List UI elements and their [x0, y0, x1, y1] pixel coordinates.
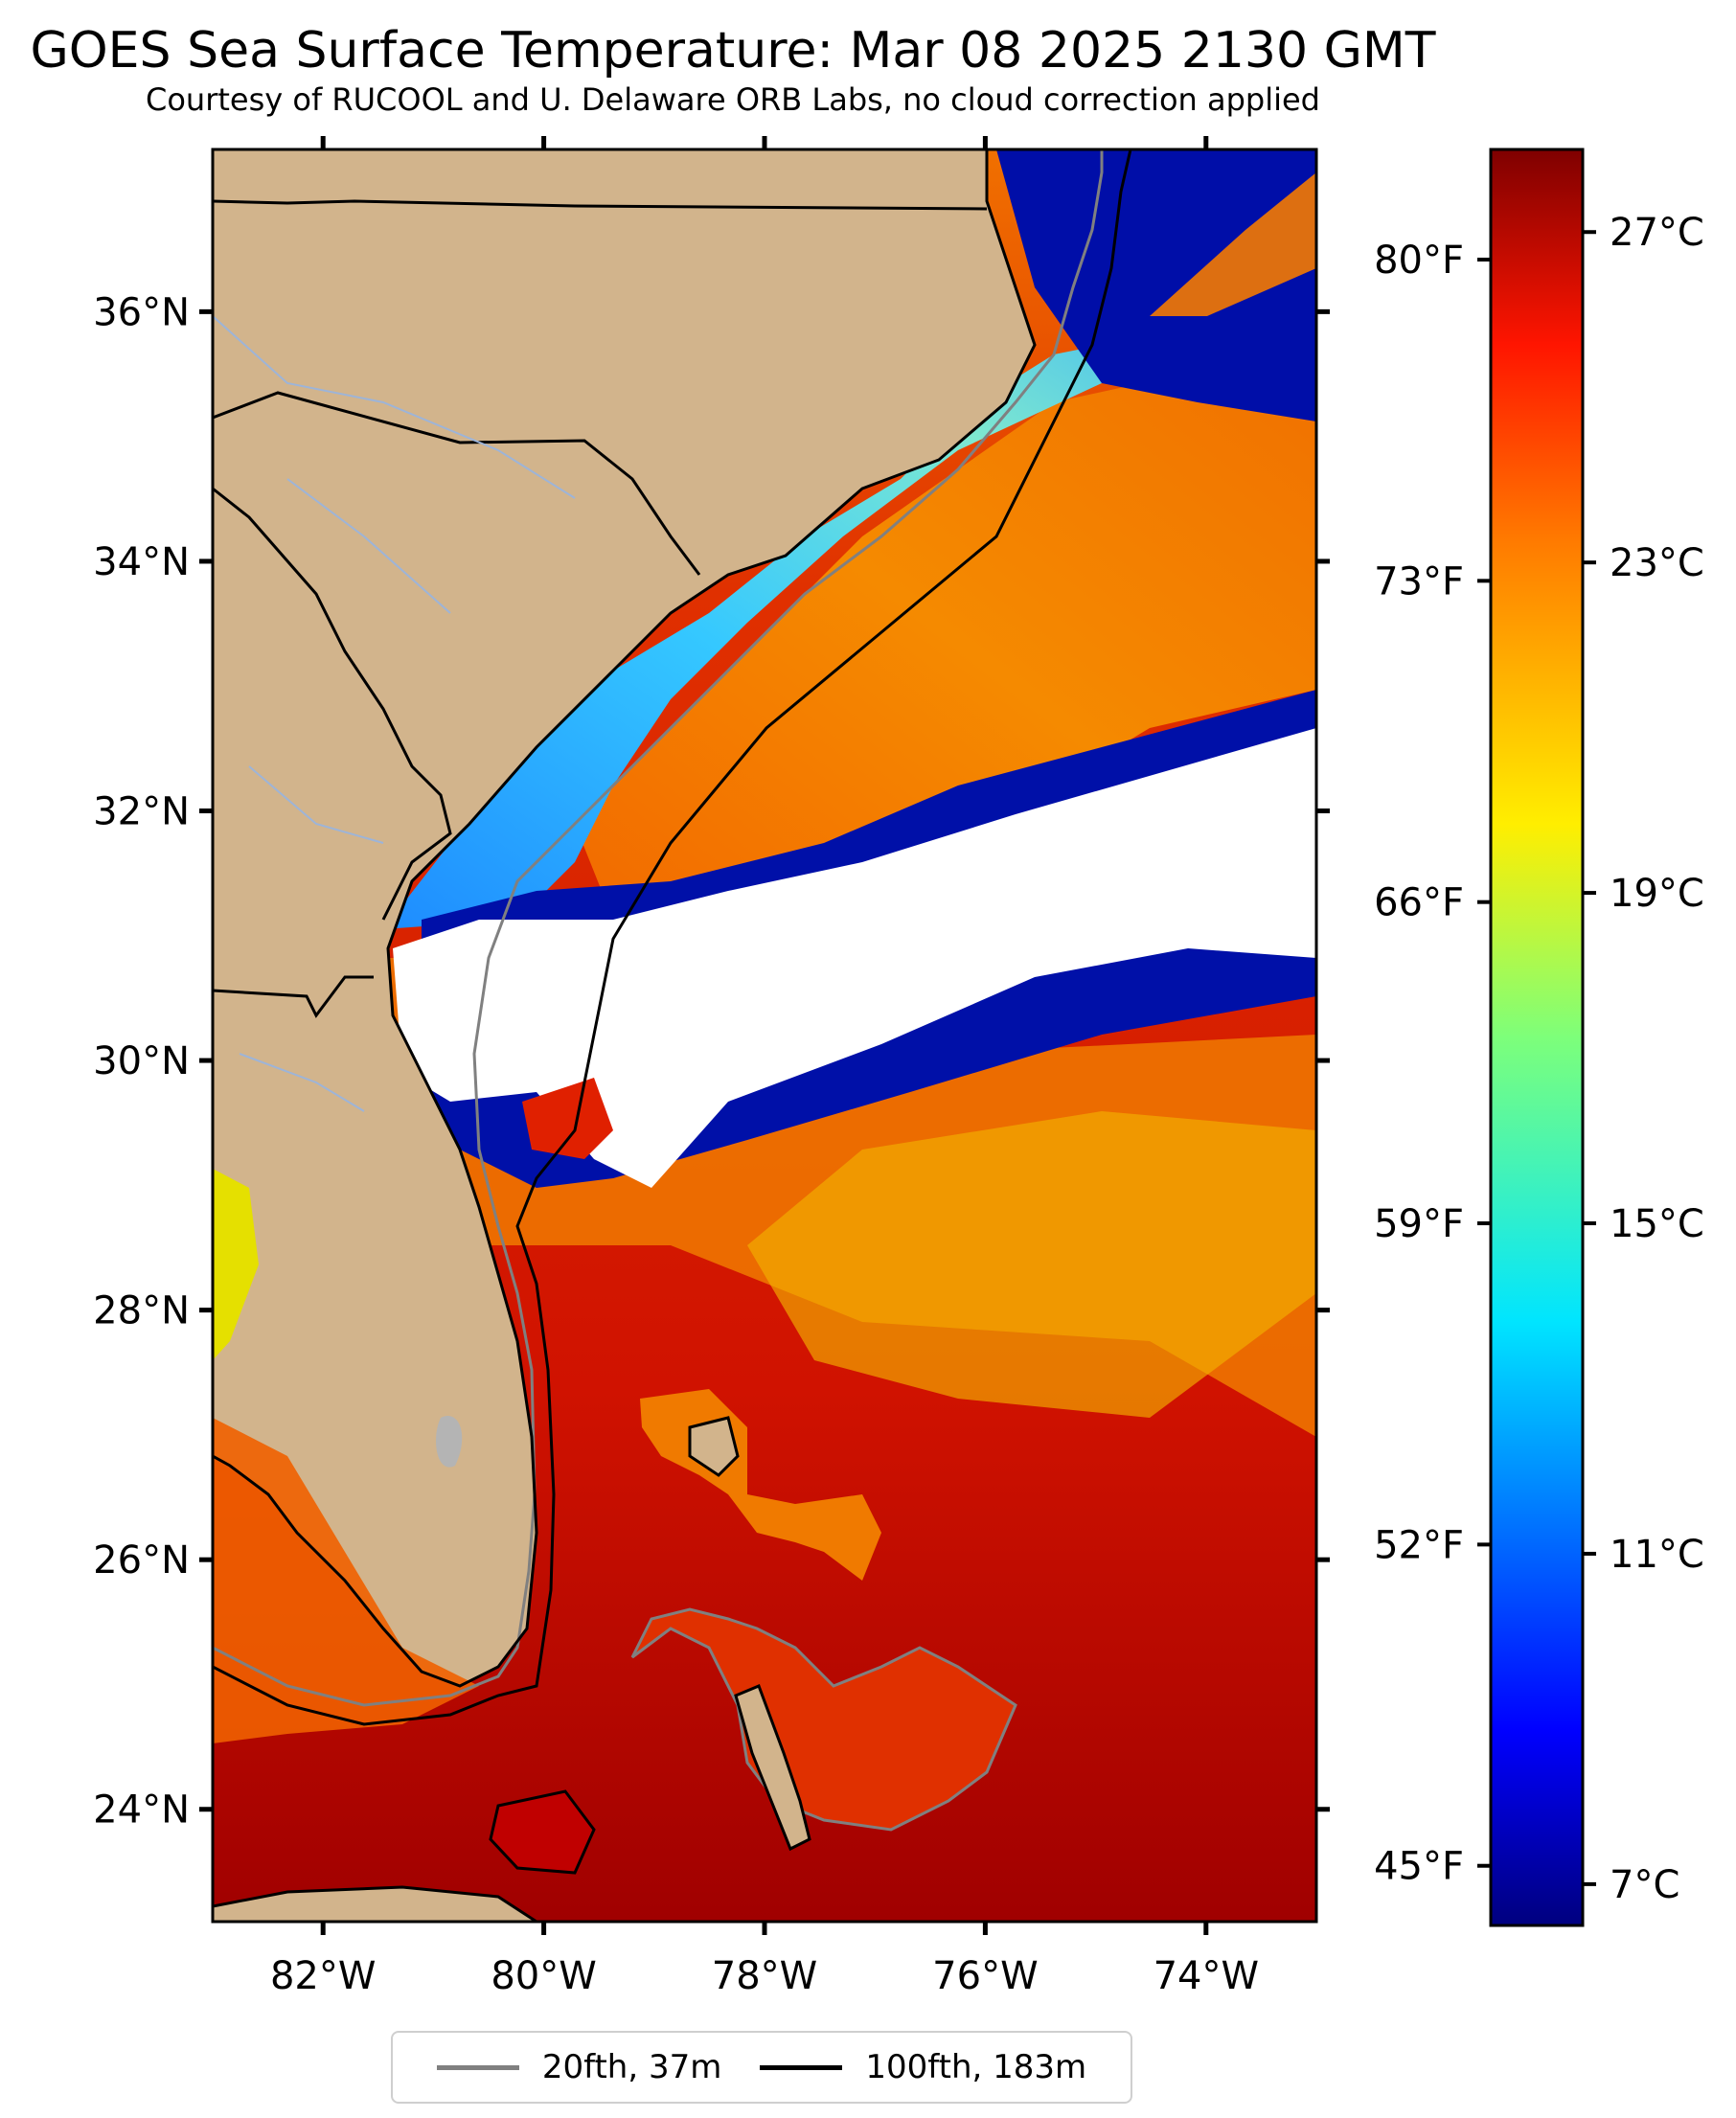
land-cuba — [213, 1885, 539, 1922]
lat-tick-label: 28°N — [93, 1289, 190, 1333]
warm-patch-cloud-gap — [522, 1078, 613, 1159]
lat-tick-label: 32°N — [93, 789, 190, 833]
map-title: GOES Sea Surface Temperature: Mar 08 202… — [30, 22, 1436, 80]
rivers — [213, 315, 576, 1112]
state-border-ga-fl — [213, 975, 374, 1018]
andros-island — [734, 1684, 811, 1852]
colorbar-f-tick-label: 73°F — [1374, 559, 1464, 604]
lat-tick-label: 26°N — [93, 1538, 190, 1583]
map-panel — [213, 149, 1316, 1922]
state-border-nc-sc — [213, 391, 701, 576]
isobath-legend: 20fth, 37m 100fth, 183m — [391, 2031, 1132, 2104]
lat-tick-label: 34°N — [93, 540, 190, 584]
legend-label-100fth: 100fth, 183m — [865, 2048, 1087, 2086]
cold-northern-water — [996, 149, 1316, 421]
lat-tick-label: 36°N — [93, 290, 190, 334]
colorbar-f-tick-label: 66°F — [1374, 881, 1464, 925]
longitude-axis: 82°W 80°W 78°W 76°W 74°W — [270, 136, 1259, 1998]
isobath-100-fathom — [213, 149, 1132, 1726]
legend-item-20fth: 20fth, 37m — [436, 2048, 722, 2086]
yellow-streaks-region — [747, 1111, 1316, 1418]
great-bahama-bank — [630, 1607, 1017, 1832]
colorbar-f-tick-label: 45°F — [1374, 1845, 1464, 1889]
latitude-axis: 24°N 26°N 28°N 30°N 32°N 34°N 36°N — [93, 290, 1330, 1833]
colorbar-c-tick-label: 23°C — [1610, 541, 1704, 585]
map-subtitle: Courtesy of RUCOOL and U. Delaware ORB L… — [146, 81, 1320, 118]
lon-tick-label: 76°W — [932, 1954, 1038, 1998]
state-border-sc-ga — [213, 487, 452, 921]
colorbar-c-tick-label: 7°C — [1610, 1863, 1679, 1907]
lon-tick-label: 80°W — [491, 1954, 596, 1998]
colorbar — [1489, 148, 1585, 1927]
grand-bahama-island — [688, 1416, 740, 1477]
colorbar-celsius-ticks: 27°C 23°C 19°C 15°C 11°C 7°C — [1583, 211, 1704, 1907]
legend-line-20fth — [436, 2064, 519, 2070]
warm-eddy-north — [1150, 172, 1316, 316]
gulf-stream-region — [575, 345, 1316, 920]
colorbar-c-tick-label: 15°C — [1610, 1202, 1704, 1246]
cool-shelf-water — [383, 287, 1316, 929]
colorbar-c-tick-label: 27°C — [1610, 211, 1704, 255]
colorbar-c-tick-label: 19°C — [1610, 872, 1704, 916]
gulf-shelf-yellow-water — [213, 1169, 259, 1360]
lake-okeechobee — [436, 1416, 463, 1468]
colorbar-f-tick-label: 59°F — [1374, 1202, 1464, 1246]
colorbar-f-tick-label: 80°F — [1374, 239, 1464, 283]
legend-line-100fth — [760, 2064, 843, 2070]
legend-label-20fth: 20fth, 37m — [541, 2048, 722, 2086]
legend-item-100fth: 100fth, 183m — [760, 2048, 1086, 2086]
state-border-va-nc — [213, 199, 988, 211]
cay-sal-bank — [489, 1789, 596, 1875]
land-southeast-us — [213, 149, 1035, 1686]
lat-tick-label: 24°N — [93, 1788, 190, 1833]
lat-tick-label: 30°N — [93, 1039, 190, 1083]
colorbar-c-tick-label: 11°C — [1610, 1533, 1704, 1577]
lon-tick-label: 78°W — [712, 1954, 817, 1998]
colorbar-f-tick-label: 52°F — [1374, 1523, 1464, 1567]
colorbar-fahrenheit-ticks: 80°F 73°F 66°F 59°F 52°F 45°F — [1374, 239, 1491, 1889]
lon-tick-label: 82°W — [270, 1954, 376, 1998]
coastline — [213, 149, 1037, 1688]
lon-tick-label: 74°W — [1154, 1954, 1259, 1998]
isobath-20-fathom — [213, 149, 1104, 1707]
cloud-mask — [393, 728, 1316, 1188]
